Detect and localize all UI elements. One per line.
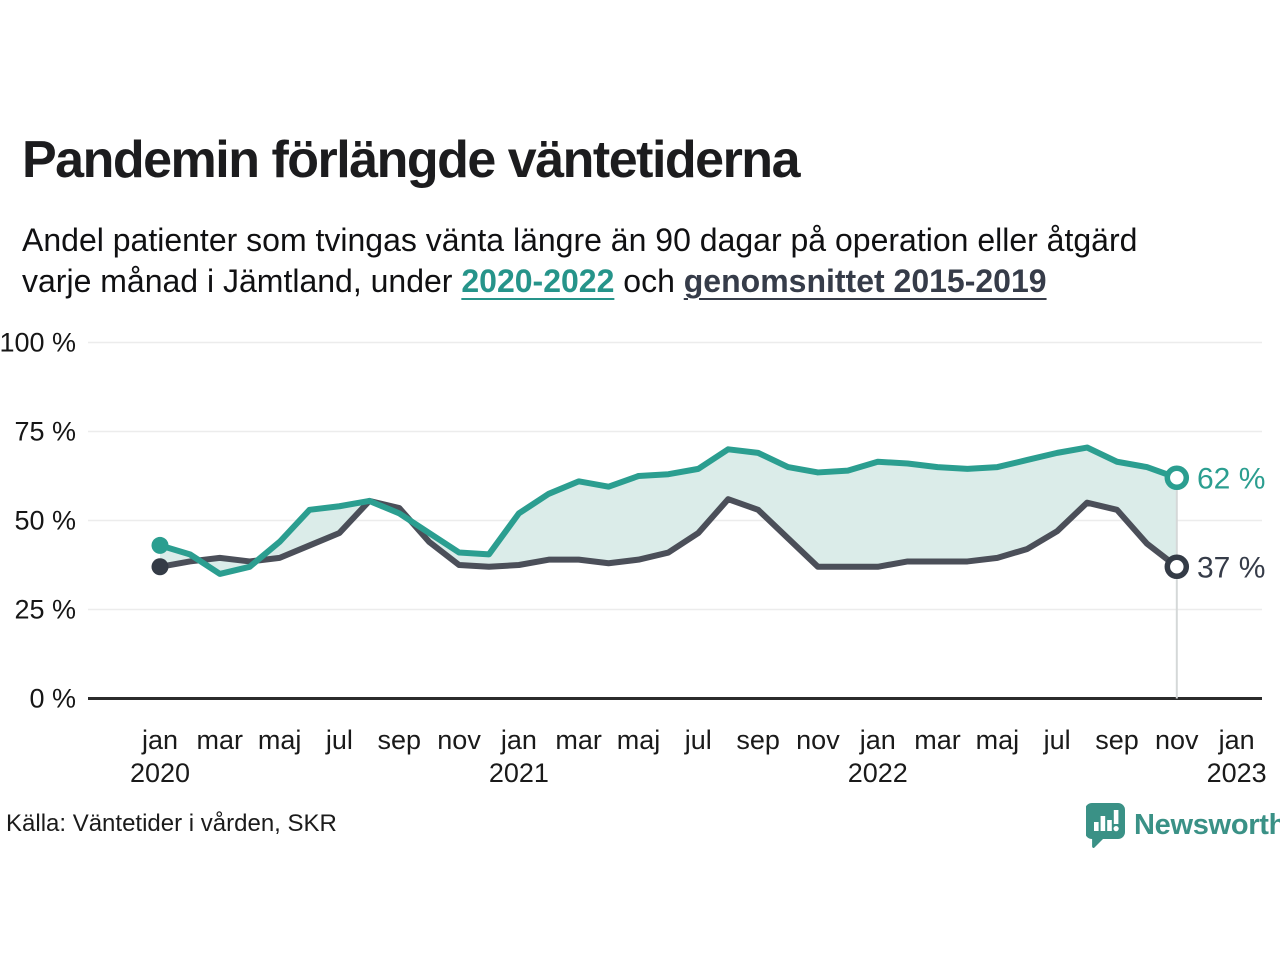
x-axis-month-label: maj [258, 725, 302, 755]
bubble-shape [1086, 803, 1125, 848]
series-line-average [157, 496, 1180, 570]
x-axis-year-label: 2022 [848, 758, 908, 788]
x-axis-month-label: jan [500, 725, 537, 755]
chart-subtitle: Andel patienter som tvingas vänta längre… [22, 220, 1280, 302]
series-end-value-label: 62 % [1197, 462, 1265, 495]
subtitle-conjunction: och [614, 263, 684, 299]
x-axis-year-label: 2023 [1207, 758, 1267, 788]
bar-3 [1107, 820, 1112, 831]
newsworthy-bubble-chart-icon [1086, 803, 1125, 848]
series-start-dot [151, 558, 169, 576]
series-key-2020-2022: 2020-2022 [461, 263, 615, 299]
series-fill-area [160, 447, 1177, 574]
exclamation-dot [1113, 826, 1119, 832]
bar-1 [1094, 822, 1099, 831]
y-axis-label: 0 % [29, 684, 76, 714]
x-axis-month-label: maj [976, 725, 1020, 755]
y-axis-label: 50 % [14, 506, 76, 536]
x-axis-month-label: jan [141, 725, 178, 755]
source-note: Källa: Väntetider i vården, SKR [6, 810, 337, 837]
newsworthy-logo: Newsworthy [1086, 802, 1280, 848]
x-axis-year-label: 2021 [489, 758, 549, 788]
y-axis-label: 25 % [14, 595, 76, 625]
series-end-marker [1164, 554, 1190, 580]
x-axis-month-label: nov [796, 725, 840, 755]
series-key-genomsnittet: genomsnittet 2015-2019 [683, 263, 1047, 299]
subtitle-line-1: Andel patienter som tvingas vänta längre… [22, 222, 1138, 258]
series-line-2020-2022 [157, 444, 1180, 577]
x-axis-year-label: 2020 [130, 758, 190, 788]
y-axis-label: 75 % [14, 417, 76, 447]
subtitle-prefix: varje månad i Jämtland, under [22, 263, 462, 299]
x-axis-month-label: nov [1155, 725, 1199, 755]
page-title: Pandemin förlängde väntetiderna [22, 131, 801, 189]
series-end-marker [1164, 465, 1190, 491]
x-axis-month-label: mar [197, 725, 244, 755]
x-axis-month-label: mar [914, 725, 961, 755]
subtitle-line-2: varje månad i Jämtland, under 2020-2022 … [22, 261, 1280, 302]
x-axis-month-label: maj [617, 725, 661, 755]
x-axis-month-label: sep [736, 725, 780, 755]
x-axis-month-label: nov [437, 725, 481, 755]
x-axis-month-label: jul [684, 725, 712, 755]
exclamation-bar [1113, 810, 1119, 824]
x-axis-month-label: jul [1043, 725, 1071, 755]
x-axis-month-label: sep [377, 725, 421, 755]
newsworthy-wordmark: Newsworthy [1134, 808, 1280, 841]
x-axis-month-label: jan [859, 725, 896, 755]
bar-2 [1100, 816, 1106, 831]
series-start-dot [151, 536, 169, 554]
x-axis-month-label: jul [325, 725, 353, 755]
y-axis-label: 100 % [0, 328, 76, 358]
x-axis-month-label: sep [1095, 725, 1139, 755]
series-end-value-label: 37 % [1197, 551, 1265, 584]
x-axis-month-label: mar [555, 725, 602, 755]
x-axis-month-label: jan [1218, 725, 1255, 755]
